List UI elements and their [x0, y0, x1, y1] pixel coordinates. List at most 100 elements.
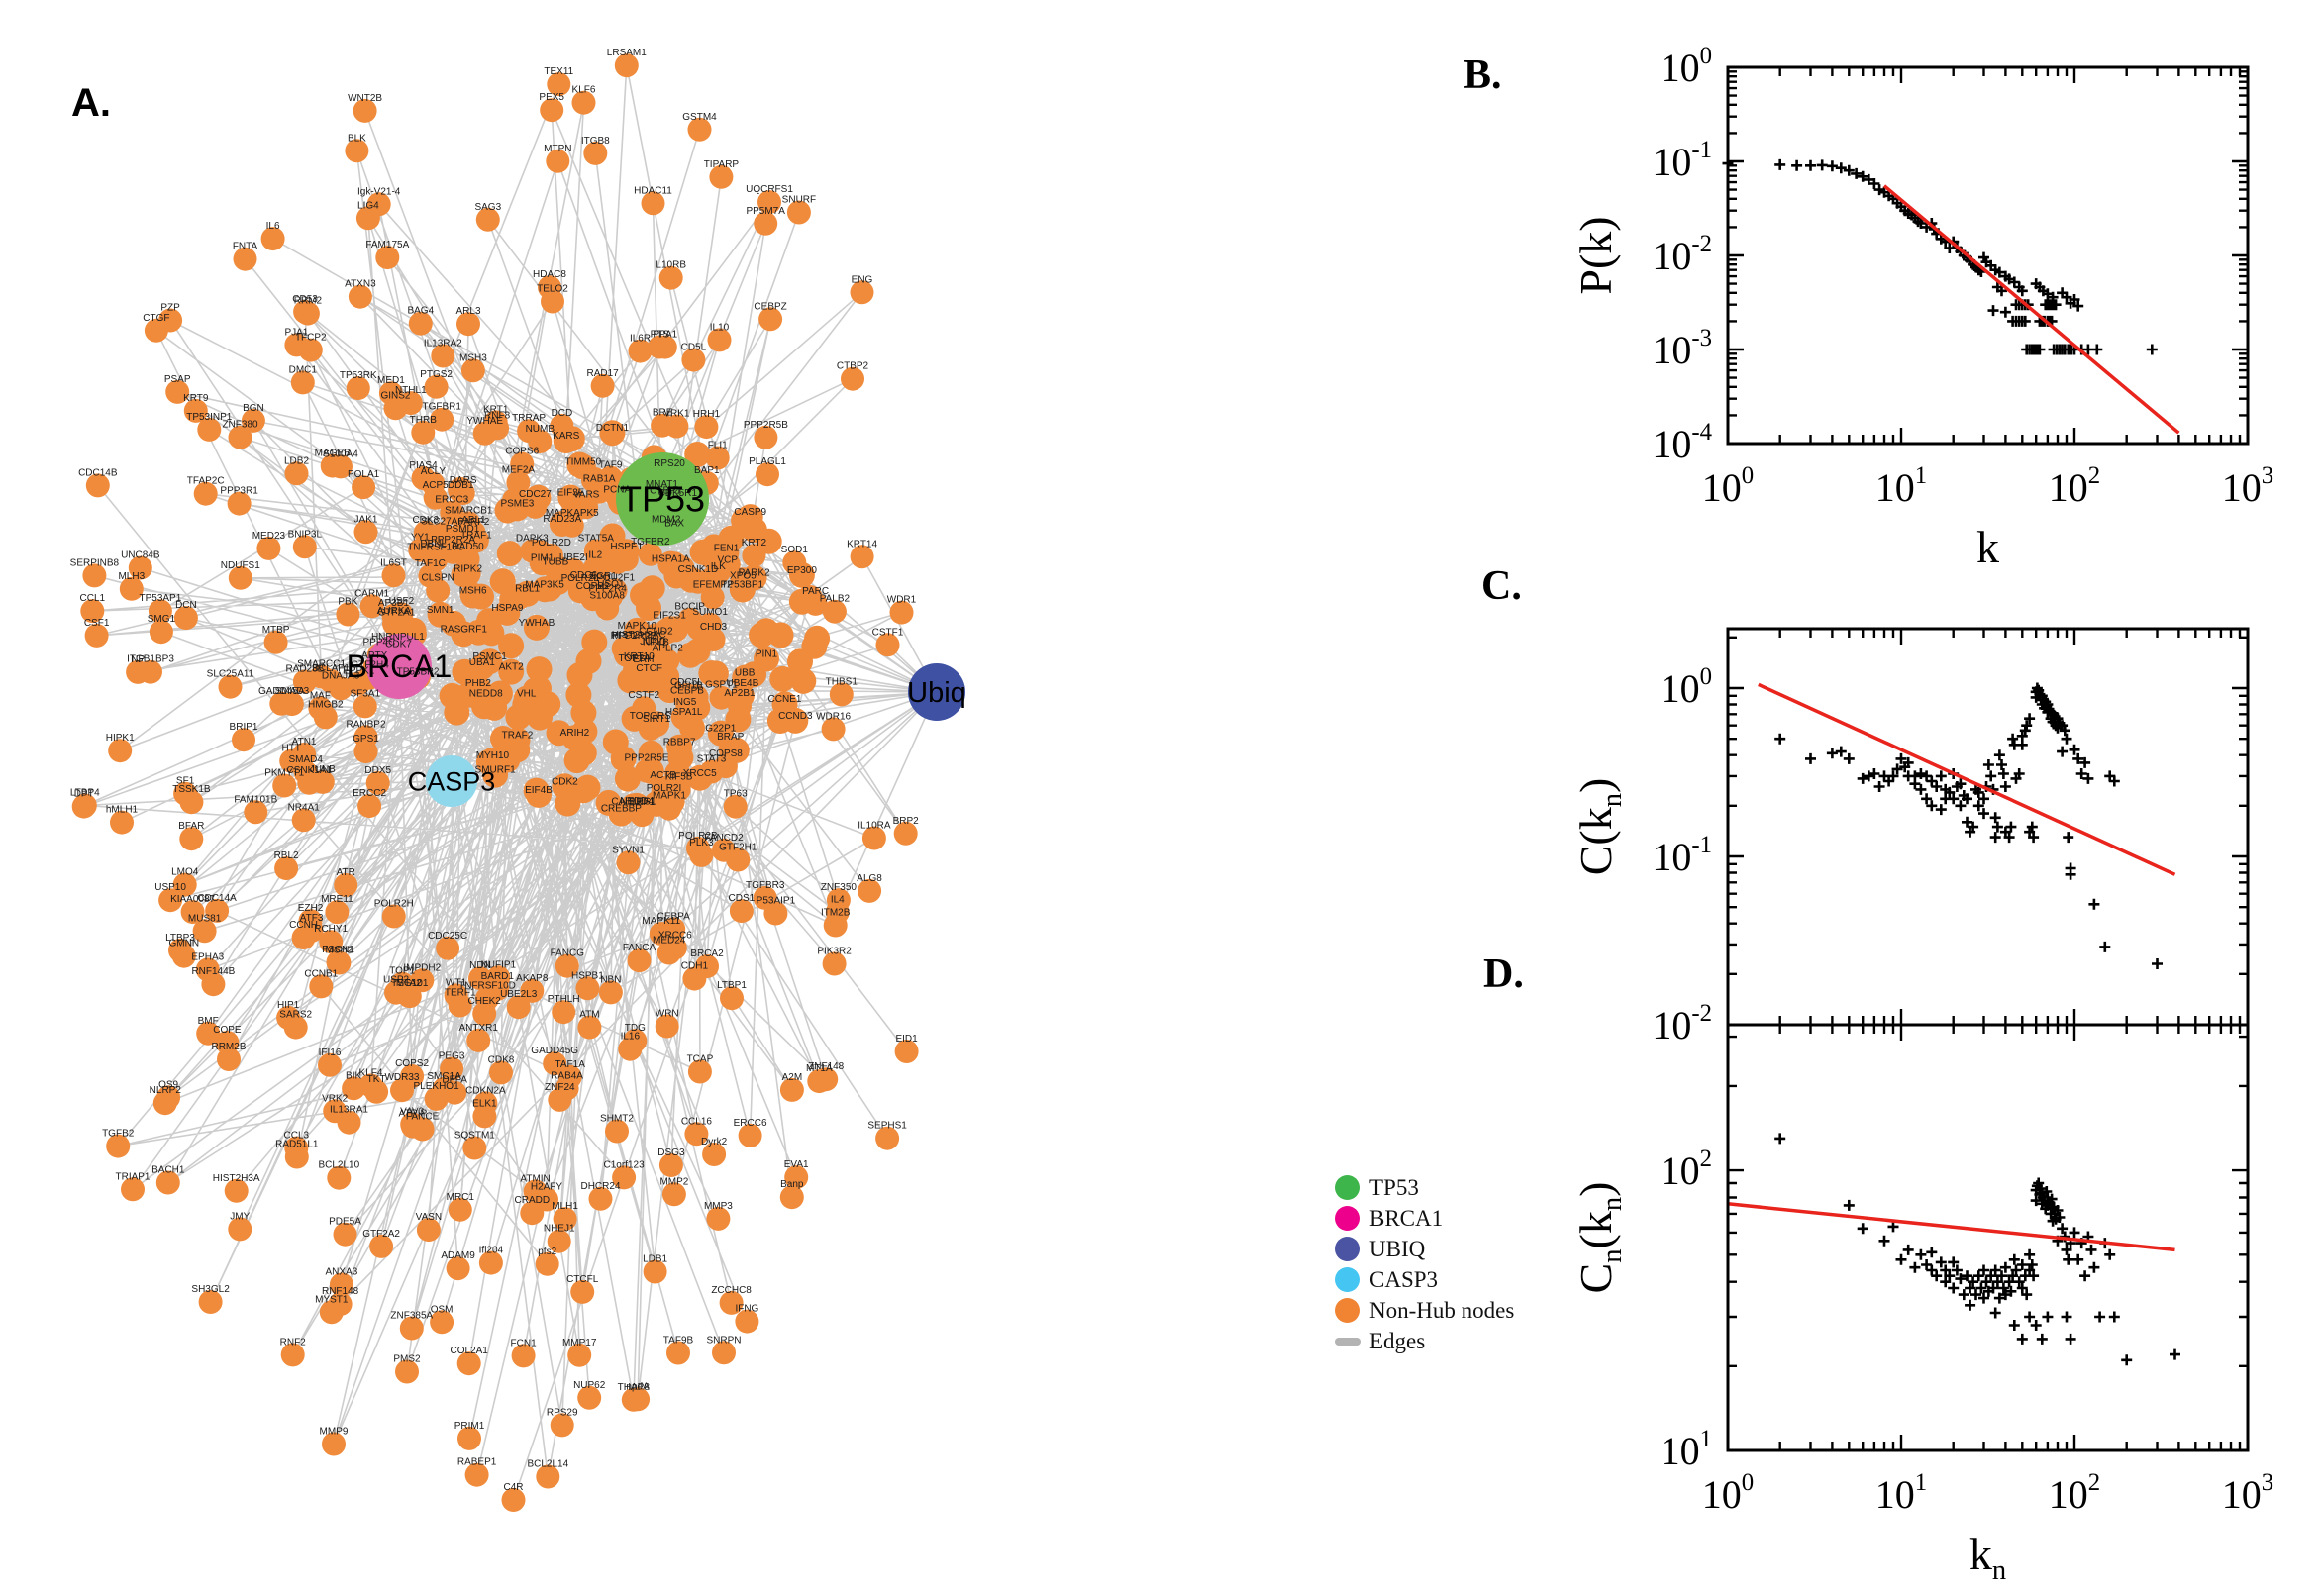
node-label: ZNF385A: [390, 1311, 433, 1322]
node-label: GADD45A: [258, 686, 305, 697]
hub-node-ubiq: [908, 663, 965, 721]
node-label: ACLY: [421, 466, 447, 477]
node-label: BGN: [243, 403, 264, 414]
node-label: CSTF2: [628, 690, 659, 701]
node-label: TGFBR1: [422, 402, 461, 413]
network-node: [224, 1178, 249, 1203]
network-node: [475, 986, 499, 1011]
legend-label: Edges: [1369, 1328, 1426, 1353]
network-node: [588, 1186, 613, 1211]
node-label: MMP2: [659, 1176, 688, 1187]
node-label: SUMO1: [692, 607, 728, 618]
node-label: FANCD2: [704, 833, 744, 844]
network-node: [709, 544, 736, 570]
node-label: DDX5: [364, 765, 391, 776]
node-label: PARP2: [457, 517, 489, 528]
network-node: [494, 497, 521, 524]
network-node: [555, 1076, 579, 1101]
network-node: [741, 661, 767, 688]
node-label: DMC1: [289, 364, 318, 375]
node-label: PTHLH: [548, 994, 580, 1005]
network-node: [651, 413, 675, 438]
node-label: WT1: [446, 977, 467, 988]
node-label: BCLAF1: [312, 663, 350, 674]
network-node: [687, 1059, 712, 1084]
node-label: ERCC2: [353, 788, 386, 799]
tick-labels: 100 10-1 10-2: [1652, 663, 1712, 1047]
node-label: KRT10: [624, 651, 655, 662]
network-node: [804, 625, 831, 651]
node-label: MAF: [310, 690, 331, 701]
node-label: TP53BP1: [721, 580, 763, 591]
network-node: [400, 1064, 425, 1088]
network-node: [796, 585, 823, 611]
node-label: HSPA9: [491, 603, 523, 614]
hub-label-brca1: BRCA1: [347, 648, 453, 684]
network-node: [228, 565, 252, 590]
tick-label: 100: [1702, 1469, 1754, 1517]
network-node: [336, 602, 360, 627]
fit-line: [1758, 682, 2176, 876]
node-label: TGFBR3: [746, 880, 785, 891]
network-node: [292, 743, 317, 766]
network-node: [653, 335, 677, 359]
node-label: SQSTM1: [454, 1131, 496, 1142]
node-label: RIPK2: [454, 563, 482, 574]
node-label: MAP3K5: [525, 579, 564, 590]
network-node: [875, 1126, 900, 1150]
network-node: [421, 471, 446, 496]
network-node: [686, 615, 713, 642]
node-label: BFAR: [178, 821, 204, 832]
network-node: [381, 563, 406, 588]
network-node: [528, 430, 553, 453]
network-node: [546, 149, 570, 173]
node-label: Banp: [780, 1179, 804, 1190]
tick-label: 103: [2222, 462, 2273, 510]
node-label: NFYB: [643, 637, 669, 648]
node-label: TNFRSF10C: [407, 542, 464, 552]
node-label: MSH6: [459, 586, 487, 597]
node-label: IL6ST: [380, 557, 407, 568]
node-label: KIAA0087: [170, 894, 215, 905]
node-label: ELK1: [472, 1098, 497, 1109]
network-node: [569, 577, 596, 604]
node-label: DCD: [552, 408, 573, 419]
node-label: CDC14B: [78, 467, 118, 478]
legend-item-brca1: BRCA1: [1335, 1203, 1514, 1234]
node-label: TKT: [367, 1074, 386, 1085]
node-label: DHCR24: [580, 1181, 620, 1192]
network-node: [523, 1179, 548, 1204]
node-label: CASP9: [734, 507, 766, 518]
node-label: TAF1A: [556, 1059, 586, 1070]
node-label: LDB2: [284, 455, 309, 466]
network-node: [741, 564, 767, 591]
network-node: [375, 246, 400, 270]
network-node: [456, 312, 480, 337]
network-node: [570, 1279, 595, 1304]
network-node: [346, 376, 370, 401]
network-node: [790, 667, 817, 694]
node-label: EFEMP2: [693, 579, 733, 590]
network-node: [121, 1177, 145, 1202]
node-label: RAD17: [586, 368, 619, 379]
node-label: PIM1: [531, 552, 555, 563]
node-label: MTBP: [262, 625, 290, 636]
network-node: [707, 720, 734, 747]
node-label: BRCA2: [690, 948, 724, 959]
network-node: [126, 659, 151, 684]
axis-ticks: [1726, 65, 2250, 446]
network-node: [329, 454, 353, 479]
network-node: [455, 681, 482, 708]
node-label: CCNE1: [768, 694, 802, 705]
network-node: [359, 594, 384, 619]
node-label: RASGRF1: [441, 624, 488, 635]
node-label: EIF4B: [525, 785, 553, 796]
network-node: [293, 760, 318, 785]
network-node: [353, 694, 377, 719]
network-node: [441, 610, 466, 637]
network-node: [272, 773, 297, 798]
tick-label: 10-3: [1652, 325, 1712, 372]
network-node: [155, 1170, 180, 1195]
node-label: CEBPZ: [754, 301, 786, 312]
